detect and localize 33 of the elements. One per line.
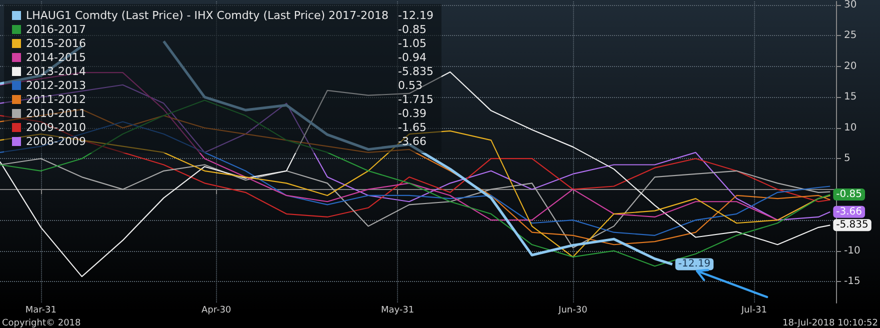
text: 2008-2009 -3.66 (26, 135, 426, 148)
data-label: -5.835 (836, 220, 868, 231)
x-tick-label: Mar-31 (25, 306, 56, 316)
x-tick-label: Apr-30 (201, 306, 232, 316)
text: 2015-2016 -1.05 (26, 37, 426, 50)
line-series (0, 130, 831, 258)
text: 2011-2012 -1.715 (26, 93, 434, 106)
text: 2014-2015 -0.94 (26, 51, 426, 64)
x-tick-label: Jun-30 (558, 306, 588, 316)
x-tick-label: May-31 (380, 306, 414, 316)
y-tick-label: -15 (844, 276, 860, 287)
x-tick-label: Jul-31 (740, 306, 767, 316)
text: 18-Jul-2018 10:10:52 (782, 318, 878, 328)
data-label: -0.85 (836, 189, 862, 200)
y-tick-label: 5 (844, 153, 850, 164)
y-tick-label: 15 (844, 92, 857, 103)
text: 2012-2013 0.53 (26, 79, 422, 92)
line-series (0, 108, 831, 246)
text: 2013-2014 -5.835 (26, 65, 434, 78)
data-label: -3.66 (836, 206, 862, 218)
y-tick-label: 10 (844, 122, 857, 134)
y-tick-label: 20 (844, 60, 857, 72)
text: Copyright© 2018 (2, 318, 82, 328)
text: 2009-2010 -1.65 (26, 121, 426, 134)
legend-label: LHAUG1 Comdty (Last Price) - IHX Comdty (Last Price) 2017-2018 -12.19 (26, 9, 434, 22)
line-series (0, 121, 831, 236)
y-tick-label: 30 (844, 0, 857, 10)
line-series (0, 158, 831, 248)
data-label: -12.19 (678, 258, 711, 270)
y-tick-label: 25 (844, 30, 857, 42)
y-tick-label: -10 (844, 245, 860, 256)
text: 2010-2011 -0.39 (26, 107, 426, 120)
text: 2016-2017 -0.85 (26, 23, 426, 36)
